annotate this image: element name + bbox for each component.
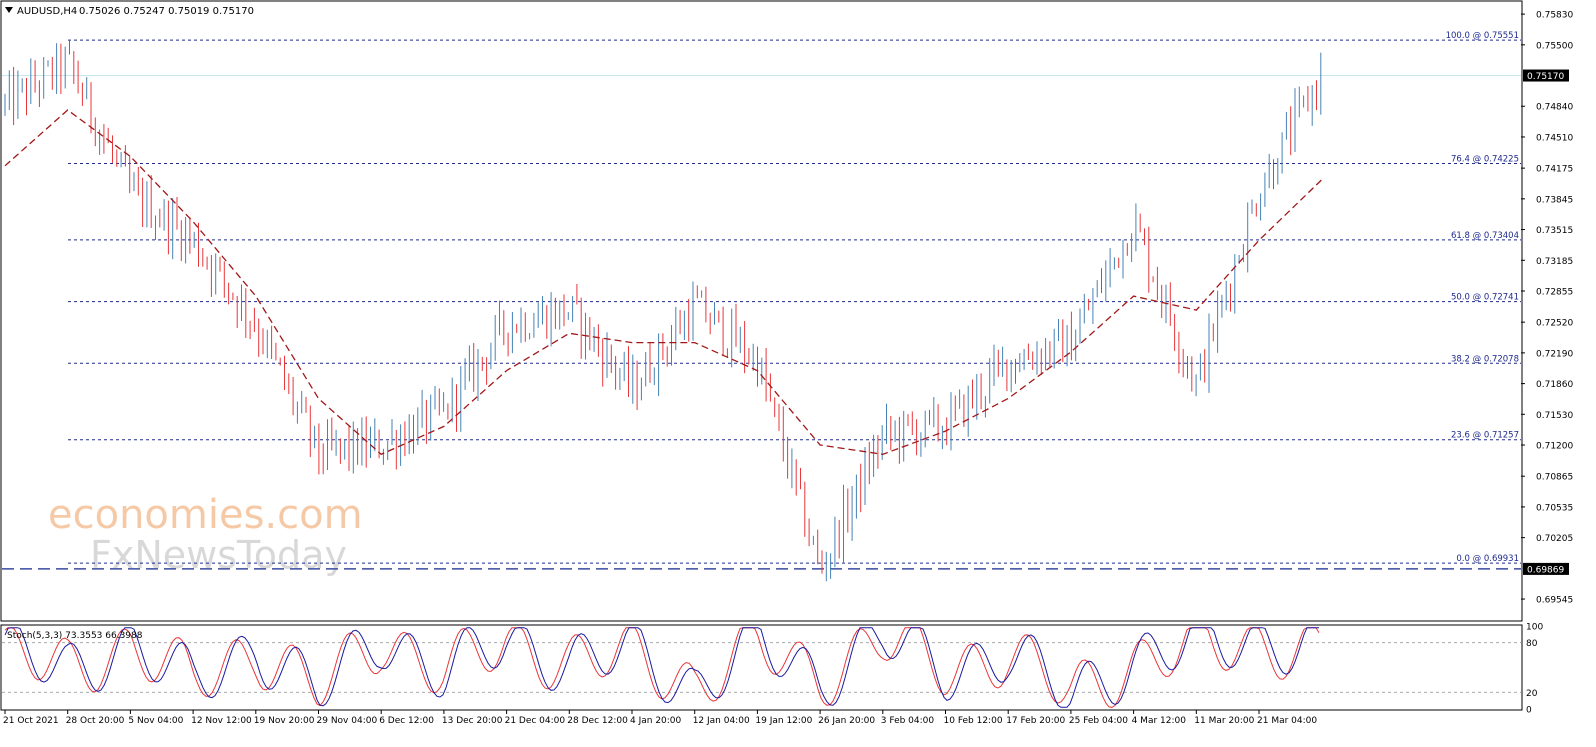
fib-label: 23.6 @ 0.71257 [1451, 431, 1519, 441]
stoch-main-line [4, 627, 1319, 708]
current-price-label-box [1523, 69, 1569, 82]
price-tick-label: 0.71200 [1536, 442, 1573, 452]
stoch-tick-label: 0 [1526, 706, 1532, 716]
time-tick-label: 28 Dec 12:00 [567, 716, 628, 726]
price-tick-label: 0.75500 [1536, 41, 1573, 51]
price-tick-label: 0.73515 [1536, 226, 1573, 236]
time-tick-label: 3 Feb 04:00 [881, 716, 935, 726]
price-tick-label: 0.70535 [1536, 503, 1573, 513]
candles [4, 40, 1322, 582]
time-tick-label: 4 Jan 20:00 [630, 716, 682, 726]
time-tick-label: 26 Jan 20:00 [818, 716, 875, 726]
stoch-tick-label: 80 [1526, 639, 1538, 649]
time-tick-label: 21 Mar 04:00 [1257, 716, 1317, 726]
fib-label: 100.0 @ 0.75551 [1446, 31, 1519, 41]
price-tick-label: 0.70865 [1536, 473, 1573, 483]
time-tick-label: 21 Oct 2021 [3, 716, 59, 726]
price-tick-label: 0.74510 [1536, 133, 1573, 143]
time-tick-label: 5 Nov 04:00 [128, 716, 183, 726]
time-axis: 21 Oct 2021 28 Oct 20:00 5 Nov 04:00 12 Nov… [3, 710, 1317, 726]
support-price-label: 0.69869 [1527, 565, 1564, 575]
time-tick-label: 12 Jan 04:00 [693, 716, 750, 726]
price-tick-label: 0.73185 [1536, 257, 1573, 267]
stoch-plot-frame [0, 624, 1523, 711]
support-price-label-box [1523, 562, 1569, 575]
fib-label: 0.0 @ 0.69931 [1456, 554, 1519, 564]
watermark-economies: economies.com [48, 492, 363, 538]
time-tick-label: 13 Dec 20:00 [442, 716, 503, 726]
stoch-title: Stoch(5,3,3) 73.3553 66.3988 [7, 631, 143, 641]
dropdown-triangle-icon[interactable] [5, 7, 13, 13]
stoch-tick-label: 20 [1526, 689, 1538, 699]
time-tick-label: 29 Nov 04:00 [317, 716, 378, 726]
time-tick-label: 10 Feb 12:00 [944, 716, 1003, 726]
price-tick-label: 0.72855 [1536, 287, 1573, 297]
fib-levels: 100.0 @ 0.75551 76.4 @ 0.74225 61.8 @ 0.73… [68, 31, 1521, 564]
price-tick-label: 0.69545 [1536, 596, 1573, 606]
price-tick-label: 0.70205 [1536, 534, 1573, 544]
price-tick-label: 0.71860 [1536, 380, 1573, 390]
fib-label: 61.8 @ 0.73404 [1451, 231, 1519, 241]
fib-label: 76.4 @ 0.74225 [1451, 154, 1519, 164]
symbol-title: AUDUSD,H4 [17, 6, 77, 17]
watermark-fxnewstoday: FxNewsToday [90, 533, 347, 577]
price-axis: 0.75830 0.75500 0.74840 0.74510 0.74175 0.738… [1521, 11, 1573, 606]
time-tick-label: 25 Feb 04:00 [1069, 716, 1128, 726]
time-tick-label: 4 Mar 12:00 [1132, 716, 1187, 726]
stoch-tick-label: 100 [1526, 623, 1543, 633]
price-tick-label: 0.74175 [1536, 165, 1573, 175]
time-tick-label: 17 Feb 20:00 [1006, 716, 1065, 726]
time-tick-label: 11 Mar 20:00 [1194, 716, 1254, 726]
time-tick-label: 28 Oct 20:00 [66, 716, 125, 726]
stochastic-oscillator: 100 80 20 0 [2, 623, 1543, 716]
time-tick-label: 21 Dec 04:00 [505, 716, 566, 726]
price-tick-label: 0.74840 [1536, 103, 1573, 113]
ohlc-readout: 0.75026 0.75247 0.75019 0.75170 [79, 6, 254, 17]
ma-line [4, 109, 1323, 456]
price-tick-label: 0.73845 [1536, 195, 1573, 205]
moving-average [4, 109, 1323, 456]
time-tick-label: 6 Dec 12:00 [379, 716, 434, 726]
price-tick-label: 0.71530 [1536, 411, 1573, 421]
fib-label: 50.0 @ 0.72741 [1451, 293, 1519, 303]
price-tick-label: 0.72520 [1536, 319, 1573, 329]
current-price-label: 0.75170 [1527, 72, 1564, 82]
price-tick-label: 0.75830 [1536, 11, 1573, 21]
time-tick-label: 19 Nov 20:00 [254, 716, 315, 726]
price-tick-label: 0.72190 [1536, 349, 1573, 359]
reference-lines [2, 75, 1521, 570]
fib-label: 38.2 @ 0.72078 [1451, 354, 1519, 364]
time-tick-label: 12 Nov 12:00 [191, 716, 252, 726]
time-tick-label: 19 Jan 12:00 [755, 716, 812, 726]
